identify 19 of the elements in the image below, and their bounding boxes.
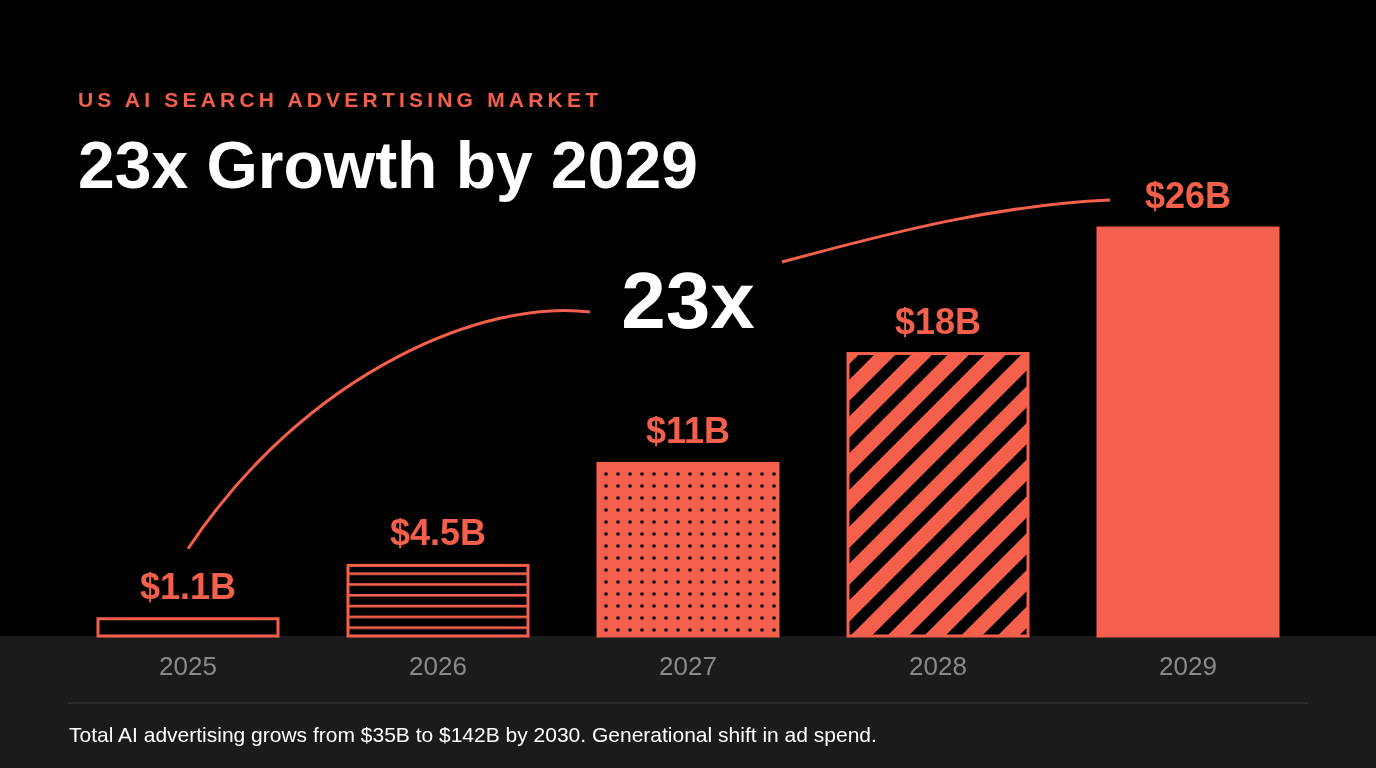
data-label: $18B (894, 300, 982, 342)
data-label: $26B (1144, 175, 1232, 216)
x-tick-label: 2027 (659, 651, 717, 681)
text: Total AI advertising grows from $35B to $142B by 2030. Generational shift in ad spend. (69, 723, 877, 746)
bar (96, 617, 280, 638)
bar (346, 563, 530, 638)
x-tick-label: 2026 (409, 651, 467, 681)
bar (846, 352, 1030, 638)
bar (1096, 226, 1280, 638)
data-label: $11B (645, 410, 731, 452)
data-label: $4.5B (389, 512, 487, 554)
x-tick-label: 2025 (159, 651, 217, 681)
annotation: 23x (621, 256, 755, 345)
data-label: $1.1B (139, 565, 237, 607)
x-tick-label: 2028 (909, 651, 967, 681)
bar (596, 461, 780, 638)
x-tick-label: 2029 (1159, 651, 1217, 681)
chart-title: 23x Growth by 2029 (78, 128, 698, 202)
chart-subtitle: US AI SEARCH ADVERTISING MARKET (78, 88, 603, 111)
